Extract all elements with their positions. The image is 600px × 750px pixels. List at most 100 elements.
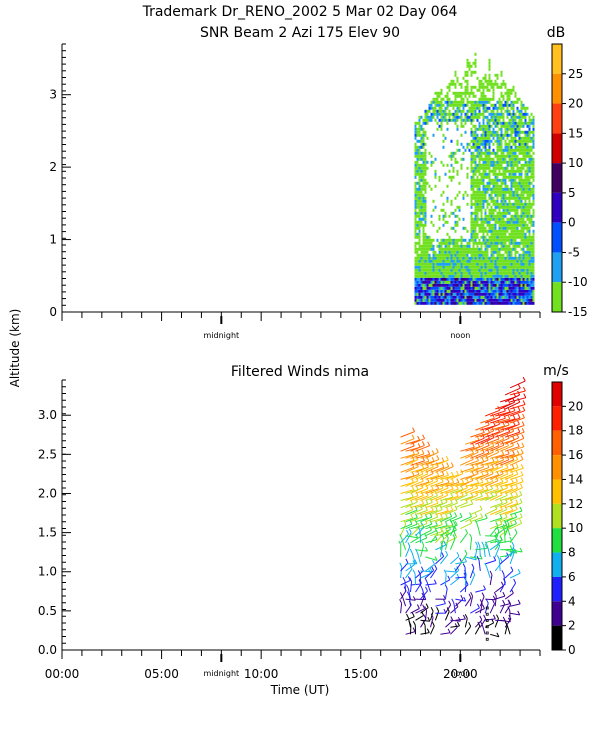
snr-cell bbox=[504, 235, 507, 239]
snr-cell bbox=[496, 148, 499, 152]
snr-cell bbox=[518, 151, 521, 155]
snr-cell bbox=[514, 232, 517, 236]
snr-cell bbox=[500, 94, 503, 98]
snr-cell bbox=[434, 256, 437, 260]
snr-cell bbox=[500, 265, 503, 269]
snr-cell bbox=[530, 169, 533, 173]
snr-cell bbox=[450, 295, 453, 299]
wind-barb bbox=[504, 387, 521, 396]
snr-cell bbox=[508, 109, 511, 113]
snr-cell bbox=[462, 280, 465, 284]
snr-cell bbox=[514, 214, 517, 218]
wind-barb bbox=[410, 581, 413, 593]
snr-cell bbox=[502, 214, 505, 218]
snr-cell bbox=[470, 91, 473, 95]
snr-cell bbox=[416, 226, 419, 230]
snr-cell bbox=[474, 160, 477, 164]
wind-barb bbox=[455, 481, 469, 487]
wind-barb bbox=[440, 488, 454, 494]
snr-cell bbox=[520, 292, 523, 296]
snr-cell bbox=[432, 298, 435, 302]
wind-barb bbox=[509, 474, 524, 480]
snr-cell bbox=[446, 91, 449, 95]
snr-cell bbox=[452, 250, 455, 254]
snr-cell bbox=[464, 283, 467, 287]
snr-cell bbox=[420, 145, 423, 149]
snr-cell bbox=[460, 124, 463, 128]
snr-cell bbox=[418, 286, 421, 290]
snr-cell bbox=[518, 292, 521, 296]
snr-cell bbox=[486, 199, 489, 203]
snr-cell bbox=[460, 262, 463, 266]
snr-cell bbox=[442, 145, 445, 149]
snr-cell bbox=[452, 247, 455, 251]
wind-barb bbox=[485, 535, 498, 537]
snr-cell bbox=[496, 100, 499, 104]
snr-cell bbox=[454, 268, 457, 272]
snr-cell bbox=[500, 187, 503, 191]
snr-cell bbox=[526, 184, 529, 188]
wind-barb-flag bbox=[507, 606, 511, 611]
wind-barb-flag bbox=[507, 414, 511, 420]
snr-cell bbox=[500, 160, 503, 164]
wind-barb bbox=[486, 566, 491, 579]
wind-barb bbox=[420, 516, 433, 523]
snr-cell bbox=[530, 247, 533, 251]
wind-barb-flag bbox=[459, 512, 463, 518]
snr-cell bbox=[422, 232, 425, 236]
calm-marker bbox=[485, 606, 489, 610]
snr-cell bbox=[522, 193, 525, 197]
wind-barb bbox=[450, 488, 464, 494]
snr-cell bbox=[430, 112, 433, 116]
snr-cell bbox=[468, 67, 471, 71]
wind-barb-flag bbox=[516, 450, 520, 455]
snr-cell bbox=[446, 250, 449, 254]
snr-cell bbox=[500, 262, 503, 266]
snr-cell bbox=[484, 94, 487, 98]
marker-label: midnight bbox=[203, 669, 239, 678]
snr-cell bbox=[532, 127, 535, 131]
snr-cell bbox=[466, 112, 469, 116]
snr-cell bbox=[504, 283, 507, 287]
snr-cell bbox=[530, 193, 533, 197]
snr-cell bbox=[496, 232, 499, 236]
snr-cell bbox=[468, 142, 471, 146]
snr-cell bbox=[464, 148, 467, 152]
wind-barb-flag bbox=[447, 575, 451, 581]
snr-cell bbox=[456, 277, 459, 281]
wind-barb bbox=[494, 596, 497, 607]
snr-cell bbox=[458, 271, 461, 275]
snr-cell bbox=[482, 229, 485, 233]
snr-cell bbox=[528, 178, 531, 182]
snr-cell bbox=[508, 259, 511, 263]
snr-cell bbox=[510, 277, 513, 281]
snr-cell bbox=[526, 265, 529, 269]
snr-cell bbox=[472, 202, 475, 206]
snr-cell bbox=[492, 286, 495, 290]
snr-cell bbox=[522, 214, 525, 218]
snr-cell bbox=[492, 163, 495, 167]
snr-cell bbox=[458, 268, 461, 272]
snr-cell bbox=[452, 259, 455, 263]
snr-cell bbox=[484, 151, 487, 155]
snr-cell bbox=[462, 283, 465, 287]
snr-cell bbox=[460, 274, 463, 278]
snr-cell bbox=[426, 271, 429, 275]
snr-cell bbox=[478, 148, 481, 152]
snr-cell bbox=[494, 274, 497, 278]
snr-cell bbox=[432, 259, 435, 263]
snr-cell bbox=[466, 286, 469, 290]
snr-cell bbox=[482, 238, 485, 242]
snr-cell bbox=[516, 283, 519, 287]
snr-cell bbox=[482, 283, 485, 287]
snr-cell bbox=[452, 301, 455, 305]
calm-marker bbox=[485, 631, 489, 635]
wind-barb bbox=[495, 481, 508, 487]
snr-cell bbox=[486, 232, 489, 236]
snr-cell bbox=[500, 223, 503, 227]
wind-barb bbox=[410, 503, 424, 509]
snr-cell bbox=[516, 244, 519, 248]
snr-cell bbox=[488, 301, 491, 305]
snr-cell bbox=[502, 220, 505, 224]
wind-barb bbox=[509, 532, 518, 544]
